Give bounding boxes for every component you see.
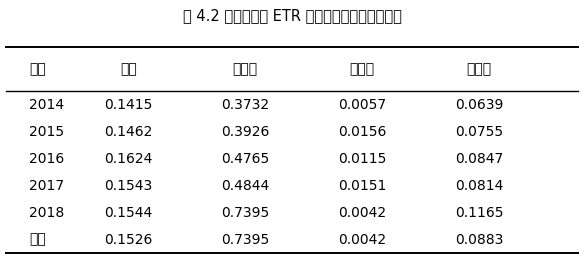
Text: 表 4.2 汽车制造业 ETR 的总体描述性统计分析表: 表 4.2 汽车制造业 ETR 的总体描述性统计分析表	[183, 8, 401, 23]
Text: 0.4844: 0.4844	[221, 179, 269, 193]
Text: 2017: 2017	[29, 179, 64, 193]
Text: 2016: 2016	[29, 152, 64, 166]
Text: 0.0042: 0.0042	[338, 233, 386, 247]
Text: 0.0639: 0.0639	[455, 98, 503, 112]
Text: 0.0883: 0.0883	[455, 233, 503, 247]
Text: 0.7395: 0.7395	[221, 206, 269, 220]
Text: 均值: 均值	[120, 62, 137, 76]
Text: 0.4765: 0.4765	[221, 152, 269, 166]
Text: 0.0814: 0.0814	[455, 179, 503, 193]
Text: 0.0847: 0.0847	[455, 152, 503, 166]
Text: 最大值: 最大值	[232, 62, 258, 76]
Text: 0.7395: 0.7395	[221, 233, 269, 247]
Text: 0.1526: 0.1526	[105, 233, 152, 247]
Text: 年份: 年份	[29, 62, 46, 76]
Text: 0.0115: 0.0115	[338, 152, 386, 166]
Text: 0.1624: 0.1624	[105, 152, 152, 166]
Text: 2018: 2018	[29, 206, 64, 220]
Text: 2015: 2015	[29, 125, 64, 139]
Text: 0.1543: 0.1543	[105, 179, 152, 193]
Text: 0.3926: 0.3926	[221, 125, 269, 139]
Text: 总体: 总体	[29, 233, 46, 247]
Text: 0.1544: 0.1544	[105, 206, 152, 220]
Text: 0.0151: 0.0151	[338, 179, 386, 193]
Text: 0.1462: 0.1462	[105, 125, 152, 139]
Text: 标准差: 标准差	[466, 62, 492, 76]
Text: 最小值: 最小值	[349, 62, 375, 76]
Text: 0.1165: 0.1165	[454, 206, 503, 220]
Text: 2014: 2014	[29, 98, 64, 112]
Text: 0.1415: 0.1415	[105, 98, 152, 112]
Text: 0.0057: 0.0057	[338, 98, 386, 112]
Text: 0.3732: 0.3732	[221, 98, 269, 112]
Text: 0.0042: 0.0042	[338, 206, 386, 220]
Text: 0.0156: 0.0156	[338, 125, 386, 139]
Text: 0.0755: 0.0755	[455, 125, 503, 139]
